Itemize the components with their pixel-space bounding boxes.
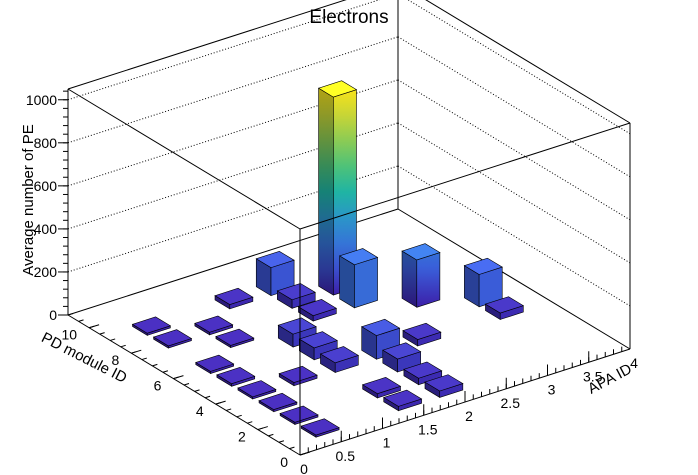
frame-edge <box>425 0 631 124</box>
bar-top-face <box>214 287 254 305</box>
y-minor-tick <box>131 351 137 354</box>
frame-edge <box>397 208 631 350</box>
y-minor-tick <box>88 325 95 329</box>
x-axis-label: APA ID <box>585 360 635 397</box>
grid-line-z <box>397 122 631 264</box>
y-minor-tick <box>99 332 105 335</box>
bar-top-face <box>297 299 338 317</box>
front-frame-edge <box>299 122 631 230</box>
x-tick-label: 0.5 <box>336 448 356 464</box>
bar-top-face <box>279 405 319 423</box>
bar-top-face <box>401 243 441 261</box>
y-minor-tick <box>226 408 232 411</box>
y-minor-tick <box>215 402 221 405</box>
x-tick-label: 3.5 <box>583 368 603 384</box>
x-tick-label: 2 <box>465 408 473 424</box>
bar-top-face <box>317 80 358 98</box>
z-tick-label: 800 <box>34 135 58 151</box>
y-minor-tick <box>299 453 306 456</box>
y-minor-tick <box>162 370 169 373</box>
z-tick-label: 400 <box>34 221 58 237</box>
bar-side-face <box>401 250 418 308</box>
grid-line-z <box>67 0 381 101</box>
chart-bars <box>131 80 525 438</box>
bar-top-face <box>484 296 525 314</box>
grid-line-z <box>397 79 631 221</box>
x-tick-label: 1.5 <box>418 421 438 437</box>
bar-top-face <box>298 331 338 349</box>
front-frame-edge <box>67 88 301 230</box>
bar-top-face <box>360 318 401 336</box>
z-axis-label: Average number of PE <box>20 124 37 275</box>
z-tick-label: 0 <box>49 307 57 323</box>
y-minor-tick <box>120 344 126 348</box>
x-tick-label: 0 <box>300 461 308 475</box>
y-minor-tick <box>110 338 116 341</box>
bar-top-face <box>403 361 443 379</box>
bar-top-face <box>278 365 318 383</box>
bar-top-face <box>338 248 379 266</box>
x-tick-label: 1 <box>383 435 391 451</box>
y-minor-tick <box>152 363 158 367</box>
x-tick-label: 3 <box>548 382 556 398</box>
bar-top-face <box>131 316 172 334</box>
bar-top-face <box>216 367 256 385</box>
y-tick-label: 0 <box>280 454 288 470</box>
z-tick-label: 200 <box>34 264 58 280</box>
bar-top-face <box>215 328 255 346</box>
y-minor-tick <box>289 446 295 450</box>
y-tick-label: 2 <box>238 429 246 445</box>
y-tick-label: 8 <box>111 352 119 368</box>
bar-top-face <box>277 317 317 335</box>
bar-top-face <box>382 342 422 360</box>
bar-top-face <box>383 389 423 407</box>
y-minor-tick <box>194 389 200 392</box>
chart-frame <box>67 0 631 350</box>
x-tick-label: 2.5 <box>501 395 521 411</box>
y-minor-tick <box>67 313 74 316</box>
y-tick-label: 6 <box>154 378 162 394</box>
y-minor-tick <box>268 433 274 437</box>
grid-line-z <box>397 36 631 178</box>
y-minor-tick <box>141 357 147 361</box>
bar-front-face <box>354 256 378 309</box>
bar-top-face <box>237 380 277 398</box>
chart-ticks: 0 0.5 1 1.5 2 2.5 3 3.5 4 0 2 4 6 8 10 0 200 400 600 800 100… <box>26 90 638 475</box>
bar-top-face <box>463 257 503 275</box>
bar-top-face <box>255 250 295 268</box>
y-minor-tick <box>78 319 84 322</box>
bar-top-face <box>424 374 464 392</box>
grid-line-z <box>397 165 631 307</box>
grid-line-z <box>67 36 399 144</box>
bar-top-face <box>361 376 402 394</box>
bar-side-face <box>318 87 334 296</box>
y-minor-tick <box>204 395 211 399</box>
y-minor-tick <box>236 414 242 418</box>
bar-top-face <box>300 418 340 436</box>
frame-edge <box>67 0 347 90</box>
bar-top-face <box>195 354 235 372</box>
y-minor-tick <box>183 383 190 386</box>
chart-title: Electrons <box>309 7 388 28</box>
x-tick-label: 4 <box>630 355 638 371</box>
bar-top-face <box>194 315 234 333</box>
y-minor-tick <box>247 421 253 424</box>
y-minor-tick <box>173 376 179 380</box>
bar-front-face <box>416 252 441 308</box>
bar-top-face <box>258 392 298 410</box>
chart-gridlines <box>67 0 631 307</box>
bar-top-face <box>319 346 360 364</box>
bar-top-face <box>152 329 193 347</box>
y-minor-tick <box>278 440 285 443</box>
grid-line-z <box>407 0 631 135</box>
z-tick-label: 1000 <box>26 92 57 108</box>
y-tick-label: 10 <box>62 327 78 343</box>
y-minor-tick <box>257 427 263 431</box>
z-tick-label: 600 <box>34 178 58 194</box>
bar-top-face <box>402 322 442 340</box>
y-tick-label: 4 <box>196 403 204 419</box>
